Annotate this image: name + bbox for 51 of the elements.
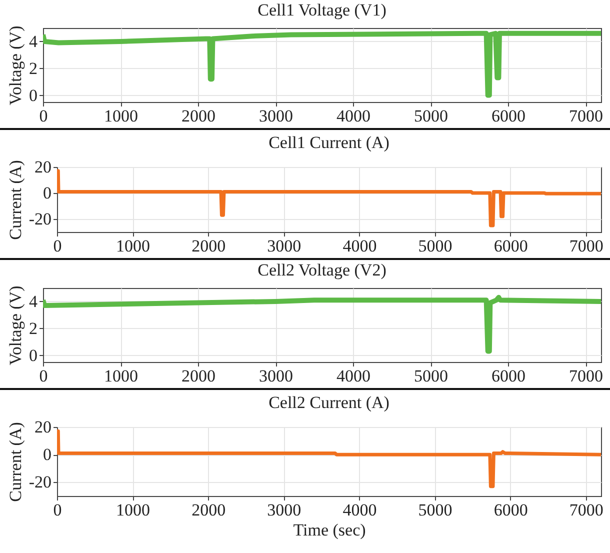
x-tick-label: 7000 — [569, 500, 604, 520]
x-tick-label: 3000 — [267, 236, 302, 256]
x-tick-label: 1000 — [116, 236, 150, 256]
x-tick-label: 4000 — [342, 500, 377, 520]
y-tick-label: 20 — [34, 418, 52, 436]
x-tick-label: 4000 — [336, 106, 370, 126]
x-tick-label: 7000 — [569, 236, 604, 256]
chart-title: Cell2 Voltage (V2) — [258, 260, 386, 280]
x-tick-label: 2000 — [192, 236, 226, 256]
y-tick-label: 0 — [43, 184, 52, 202]
x-tick-label: 5000 — [414, 106, 448, 126]
y-tick-label: 2 — [29, 318, 38, 338]
x-tick-label: 4000 — [336, 366, 370, 386]
x-tick-label: 1000 — [116, 500, 150, 520]
x-tick-label: 2000 — [192, 500, 226, 520]
x-tick-label: 1000 — [104, 106, 138, 126]
y-tick-label: 0 — [29, 346, 38, 365]
x-tick-label: 7000 — [569, 106, 603, 126]
x-tick-label: 4000 — [342, 236, 377, 256]
y-axis-title: Current (A) — [6, 160, 25, 240]
x-tick-label: 6000 — [492, 366, 526, 386]
y-tick-label: -20 — [28, 472, 52, 492]
x-tick-label: 3000 — [267, 500, 302, 520]
x-tick-label: 3000 — [259, 106, 293, 126]
x-axis-title: Time (sec) — [293, 520, 366, 540]
x-tick-label: 5000 — [414, 366, 448, 386]
y-tick-label: 4 — [29, 32, 38, 51]
y-tick-label: 2 — [29, 58, 38, 78]
chart-title: Cell1 Current (A) — [268, 133, 390, 152]
x-tick-label: 2000 — [182, 366, 216, 386]
y-tick-label: 4 — [29, 292, 38, 311]
x-tick-label: 6000 — [494, 500, 528, 520]
y-axis-title: Voltage (V) — [6, 26, 25, 106]
x-tick-label: 7000 — [569, 366, 603, 386]
x-tick-label: 5000 — [418, 500, 452, 520]
x-tick-label: 6000 — [494, 236, 528, 256]
chart-title: Cell1 Voltage (V1) — [258, 0, 386, 20]
y-tick-label: -20 — [28, 210, 52, 228]
line-series — [57, 169, 601, 228]
x-tick-label: 3000 — [259, 366, 293, 386]
chart-title: Cell2 Current (A) — [268, 393, 390, 412]
y-tick-label: 20 — [34, 158, 52, 176]
x-tick-label: 1000 — [104, 366, 138, 386]
y-axis-title: Current (A) — [6, 422, 25, 502]
x-tick-label: 5000 — [418, 236, 452, 256]
x-tick-label: 6000 — [492, 106, 526, 126]
y-tick-label: 0 — [29, 86, 38, 105]
line-series — [57, 429, 601, 488]
y-tick-label: 0 — [43, 445, 52, 464]
y-axis-title: Voltage (V) — [6, 286, 25, 366]
x-tick-label: 2000 — [182, 106, 216, 126]
